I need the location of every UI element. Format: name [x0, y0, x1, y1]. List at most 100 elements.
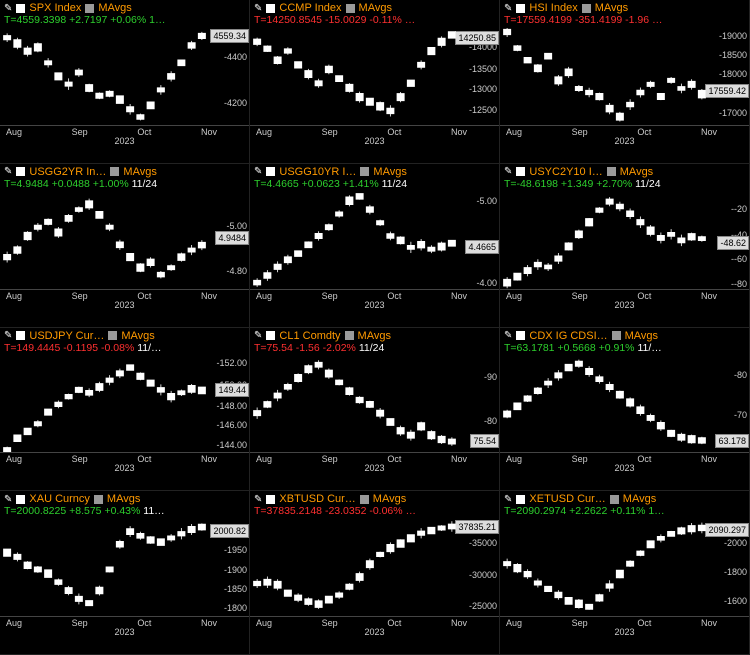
x-tick: Nov [701, 618, 717, 628]
stat-chg: +0.0623 [302, 178, 340, 190]
panel-header: ✎ CL1 Comdty MAvgs [250, 328, 499, 342]
stat-last: T=75.54 [254, 342, 293, 354]
edit-icon[interactable]: ✎ [4, 166, 12, 177]
x-tick: Oct [637, 454, 651, 464]
x-axis: AugSepOctNov2023 [0, 452, 249, 470]
x-axis: AugSepOctNov2023 [500, 125, 749, 143]
y-tick: -80 [484, 416, 497, 426]
series-legend-box [266, 167, 275, 176]
panel-stats: T=149.4445 -0.1195 -0.08% 11/… [0, 342, 249, 356]
chart-body[interactable]: -2000-1950-1900-1850-18002000.82 AugSepO… [0, 519, 249, 634]
panel-header: ✎ USDJPY Cur… MAvgs [0, 328, 249, 342]
panel-title: USGG10YR I… [279, 166, 356, 178]
plot-area [502, 356, 707, 453]
y-tick: -12500 [469, 105, 497, 115]
panel-header: ✎ USYC2Y10 I… MAvgs [500, 164, 749, 178]
panel-title: USGG2YR In… [29, 166, 106, 178]
chart-body[interactable]: -5.00-4.50-4.004.4665 AugSepOctNov2023 [250, 192, 499, 307]
edit-icon[interactable]: ✎ [4, 330, 12, 341]
chart-body[interactable]: -5.00-4.804.9484 AugSepOctNov2023 [0, 192, 249, 307]
x-tick: Oct [137, 127, 151, 137]
chart-panel[interactable]: ✎ USGG2YR In… MAvgs T=4.9484 +0.0488 +1.… [0, 164, 250, 328]
x-tick: Aug [6, 618, 22, 628]
series-legend-box [516, 331, 525, 340]
x-axis: AugSepOctNov2023 [500, 616, 749, 634]
x-tick: Oct [637, 618, 651, 628]
chart-body[interactable]: -19000-18500-18000-1700017559.42 AugSepO… [500, 28, 749, 143]
x-tick: Sep [572, 291, 588, 301]
x-tick: Sep [322, 127, 338, 137]
chart-panel[interactable]: ✎ CCMP Index MAvgs T=14250.8545 -15.0029… [250, 0, 500, 164]
x-tick: Nov [201, 291, 217, 301]
stat-pct: +1.41% [343, 178, 379, 190]
series-legend-box [516, 4, 525, 13]
y-tick: -1900 [224, 565, 247, 575]
x-tick: Aug [506, 291, 522, 301]
mavgs-legend-box [360, 167, 369, 176]
chart-panel[interactable]: ✎ XBTUSD Cur… MAvgs T=37835.2148 -23.035… [250, 491, 500, 655]
edit-icon[interactable]: ✎ [254, 166, 262, 177]
chart-body[interactable]: -152.00-150.00-148.00-146.00-144.00149.4… [0, 356, 249, 471]
y-tick: -17000 [719, 108, 747, 118]
x-tick: Nov [451, 454, 467, 464]
edit-icon[interactable]: ✎ [4, 494, 12, 505]
chart-panel[interactable]: ✎ USGG10YR I… MAvgs T=4.4665 +0.0623 +1.… [250, 164, 500, 328]
chart-panel[interactable]: ✎ XETUSD Cur… MAvgs T=2090.2974 +2.2622 … [500, 491, 750, 655]
edit-icon[interactable]: ✎ [254, 3, 262, 14]
mavgs-label: MAvgs [595, 2, 628, 14]
plot-area [252, 356, 457, 453]
series-legend-box [516, 167, 525, 176]
y-axis: -90-8075.54 [457, 356, 499, 453]
y-axis: --20--40--60--80-48.62 [707, 192, 749, 289]
series-legend-box [266, 331, 275, 340]
chart-panel[interactable]: ✎ USDJPY Cur… MAvgs T=149.4445 -0.1195 -… [0, 328, 250, 492]
chart-panel[interactable]: ✎ HSI Index MAvgs T=17559.4199 -351.4199… [500, 0, 750, 164]
y-tick: -5.00 [226, 221, 247, 231]
edit-icon[interactable]: ✎ [504, 3, 512, 14]
x-tick: Sep [322, 618, 338, 628]
edit-icon[interactable]: ✎ [4, 3, 12, 14]
chart-panel[interactable]: ✎ USYC2Y10 I… MAvgs T=-48.6198 +1.349 +2… [500, 164, 750, 328]
edit-icon[interactable]: ✎ [504, 494, 512, 505]
mavgs-label: MAvgs [620, 166, 653, 178]
y-tick: --80 [731, 279, 747, 289]
y-axis: -2000-1800-16002090.297 [707, 519, 749, 616]
chart-body[interactable]: -4400-42004559.34 AugSepOctNov2023 [0, 28, 249, 143]
chart-body[interactable]: -90-8075.54 AugSepOctNov2023 [250, 356, 499, 471]
x-axis: AugSepOctNov2023 [0, 125, 249, 143]
panel-title: XBTUSD Cur… [279, 493, 355, 505]
mavgs-legend-box [610, 495, 619, 504]
stat-chg: +8.575 [69, 505, 101, 517]
y-tick: -13500 [469, 64, 497, 74]
chart-body[interactable]: -35000-30000-2500037835.21 AugSepOctNov2… [250, 519, 499, 634]
chart-panel[interactable]: ✎ SPX Index MAvgs T=4559.3398 +2.7197 +0… [0, 0, 250, 164]
price-tag: 149.44 [215, 383, 249, 397]
price-tag: 75.54 [470, 434, 499, 448]
price-tag: 17559.42 [705, 84, 749, 98]
chart-body[interactable]: -80-7063.178 AugSepOctNov2023 [500, 356, 749, 471]
chart-panel[interactable]: ✎ CDX IG CDSI… MAvgs T=63.1781 +0.5668 +… [500, 328, 750, 492]
x-tick: Aug [256, 618, 272, 628]
edit-icon[interactable]: ✎ [504, 166, 512, 177]
edit-icon[interactable]: ✎ [254, 494, 262, 505]
stat-chg: -1.56 [296, 342, 320, 354]
x-tick: Oct [137, 618, 151, 628]
series-legend-box [16, 167, 25, 176]
plot-area [2, 519, 207, 616]
chart-body[interactable]: --20--40--60--80-48.62 AugSepOctNov2023 [500, 192, 749, 307]
chart-body[interactable]: -14000-13500-13000-1250014250.85 AugSepO… [250, 28, 499, 143]
edit-icon[interactable]: ✎ [504, 330, 512, 341]
y-tick: -1850 [224, 584, 247, 594]
panel-title: USYC2Y10 I… [529, 166, 602, 178]
x-year: 2023 [250, 300, 499, 310]
stat-last: T=37835.2148 [254, 505, 322, 517]
chart-panel[interactable]: ✎ CL1 Comdty MAvgs T=75.54 -1.56 -2.02% … [250, 328, 500, 492]
edit-icon[interactable]: ✎ [254, 330, 262, 341]
chart-body[interactable]: -2000-1800-16002090.297 AugSepOctNov2023 [500, 519, 749, 634]
panel-header: ✎ SPX Index MAvgs [0, 0, 249, 14]
chart-panel[interactable]: ✎ XAU Curncy MAvgs T=2000.8225 +8.575 +0… [0, 491, 250, 655]
mavgs-legend-box [85, 4, 94, 13]
mavgs-legend-box [360, 495, 369, 504]
x-axis: AugSepOctNov2023 [500, 289, 749, 307]
y-axis: -80-7063.178 [707, 356, 749, 453]
